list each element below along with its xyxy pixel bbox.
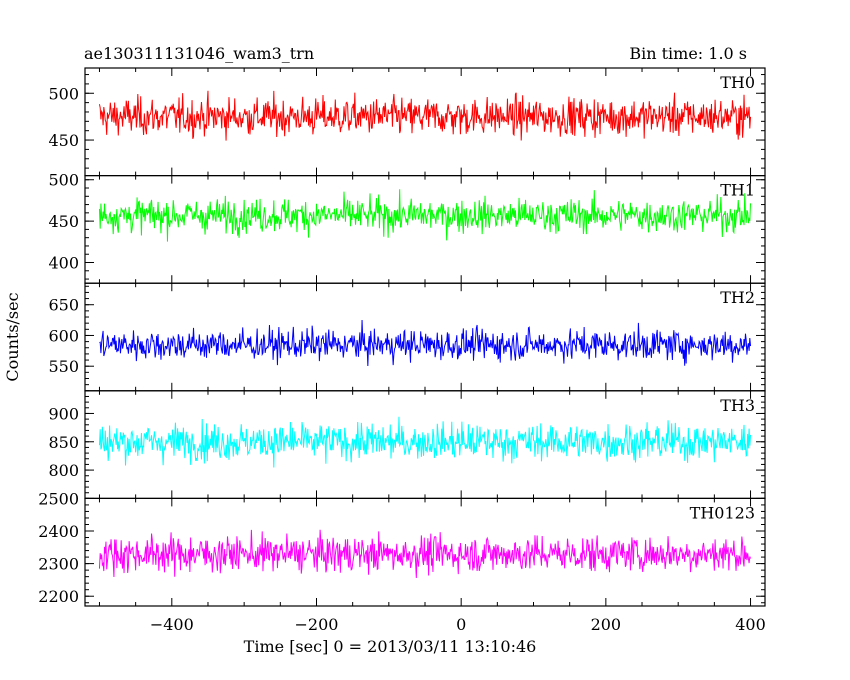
y-axis-title: Counts/sec xyxy=(3,292,22,381)
y-tick-label: 900 xyxy=(48,404,79,423)
panel-label-th3: TH3 xyxy=(720,396,755,415)
x-tick-label: −400 xyxy=(150,615,194,634)
y-tick-label: 450 xyxy=(48,212,79,231)
series-trace-th0123 xyxy=(98,529,752,579)
series-traces xyxy=(98,90,752,579)
x-tick-label: 200 xyxy=(591,615,622,634)
series-trace-th0 xyxy=(98,90,752,141)
panel-label-th1: TH1 xyxy=(720,181,755,200)
axis-ticks xyxy=(85,68,765,606)
y-tick-label: 2400 xyxy=(38,522,79,541)
x-axis-title: Time [sec] 0 = 2013/03/11 13:10:46 xyxy=(244,637,537,656)
y-tick-label: 850 xyxy=(48,433,79,452)
panel-label-th0: TH0 xyxy=(720,73,755,92)
chart-title: ae130311131046_wam3_trn xyxy=(84,44,315,63)
y-tick-label: 800 xyxy=(48,461,79,480)
x-tick-label: −200 xyxy=(295,615,339,634)
series-trace-th2 xyxy=(99,319,752,367)
bin-time-label: Bin time: 1.0 s xyxy=(629,44,747,63)
y-tick-label: 2300 xyxy=(38,555,79,574)
y-tick-label: 500 xyxy=(48,171,79,190)
y-tick-label: 500 xyxy=(48,84,79,103)
series-trace-th3 xyxy=(98,416,752,468)
y-tick-label: 2500 xyxy=(38,489,79,508)
axis-labels: TH0 450 500 TH1 400 450 500 TH2 550 600 650 TH3 800 8… xyxy=(3,73,766,656)
y-tick-label: 2200 xyxy=(38,587,79,606)
panel-frame-th1 xyxy=(84,175,766,284)
panel-label-th2: TH2 xyxy=(720,288,755,307)
y-tick-label: 600 xyxy=(48,326,79,345)
x-tick-label: 0 xyxy=(456,615,466,634)
y-tick-label: 450 xyxy=(48,131,79,150)
x-tick-label: 400 xyxy=(735,615,766,634)
y-tick-label: 550 xyxy=(48,357,79,376)
y-tick-label: 400 xyxy=(48,254,79,273)
panel-label-th0123: TH0123 xyxy=(690,503,755,522)
y-tick-label: 650 xyxy=(48,296,79,315)
series-trace-th1 xyxy=(98,189,752,242)
